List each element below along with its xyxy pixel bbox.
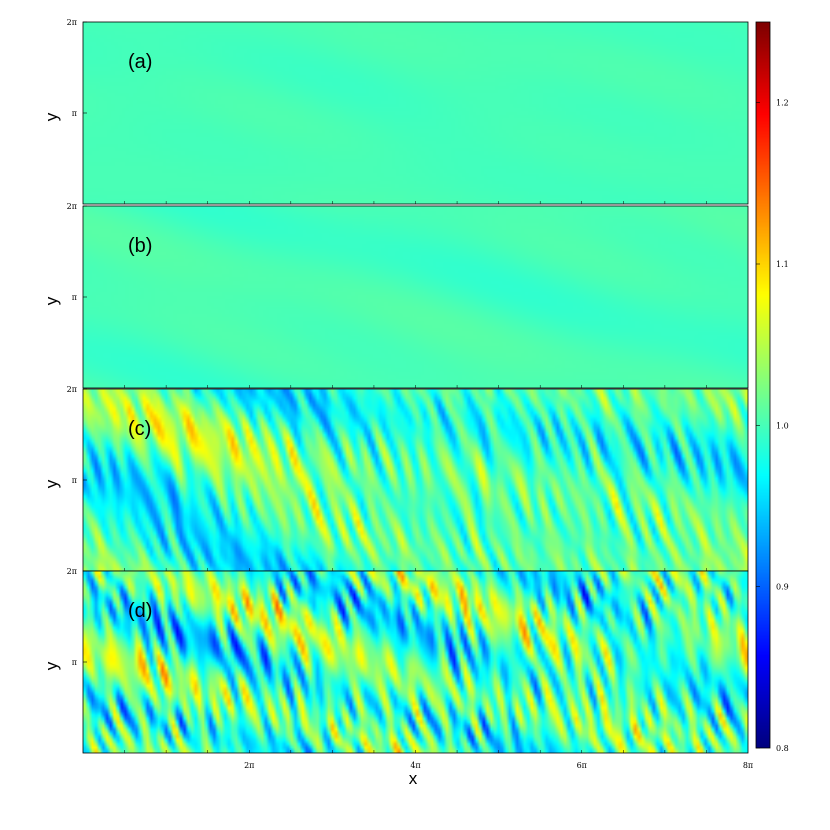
- panels-group: (a) (b) (c) (d): [82, 21, 749, 754]
- colorbar-frame: [755, 21, 771, 749]
- x-axis-label: x: [409, 769, 418, 788]
- y-tick-label-4-1: π: [72, 658, 77, 667]
- y-tick-label-2-1: π: [72, 293, 77, 302]
- x-tick-label-3: 6π: [577, 761, 587, 770]
- y-tick-label-1-2: 2π: [67, 18, 77, 27]
- heatmap-panel-3: [83, 389, 748, 571]
- y-tick-label-3-2: 2π: [67, 385, 77, 394]
- colorbar-tick-label-4: 1.1: [776, 260, 789, 269]
- heatmap-panel-4: [83, 571, 748, 753]
- y-axis-label-1: y: [42, 112, 61, 121]
- colorbar-tick-label-2: 0.9: [776, 583, 789, 592]
- y-tick-label-1-1: π: [72, 109, 77, 118]
- axes-group: π 2π y π 2π y π 2π y π 2π y 2π 4π 6π 8π: [42, 18, 753, 770]
- x-tick-label-1: 2π: [244, 761, 254, 770]
- panel-label-3: (c): [128, 418, 151, 440]
- colorbar-tick-label-5: 1.2: [776, 99, 789, 108]
- colorbar-gradient: [756, 22, 770, 748]
- colorbar: 0.8 0.9 1.0 1.1 1.2: [755, 21, 789, 753]
- heatmap-panel-2: [83, 206, 748, 388]
- y-axis-label-2: y: [42, 296, 61, 305]
- x-tick-label-2: 4π: [410, 761, 420, 770]
- y-tick-label-4-2: 2π: [67, 567, 77, 576]
- y-axis-label-3: y: [42, 479, 61, 488]
- y-tick-label-3-1: π: [72, 476, 77, 485]
- colorbar-tick-label-1: 0.8: [776, 744, 789, 753]
- y-axis-label-4: y: [42, 661, 61, 670]
- panel-label-1: (a): [128, 51, 152, 73]
- panel-label-4: (d): [128, 600, 152, 622]
- x-tick-label-4: 8π: [743, 761, 753, 770]
- panel-label-2: (b): [128, 235, 152, 257]
- heatmap-panel-1: [83, 22, 748, 204]
- y-tick-label-2-2: 2π: [67, 202, 77, 211]
- colorbar-tick-label-3: 1.0: [776, 421, 789, 430]
